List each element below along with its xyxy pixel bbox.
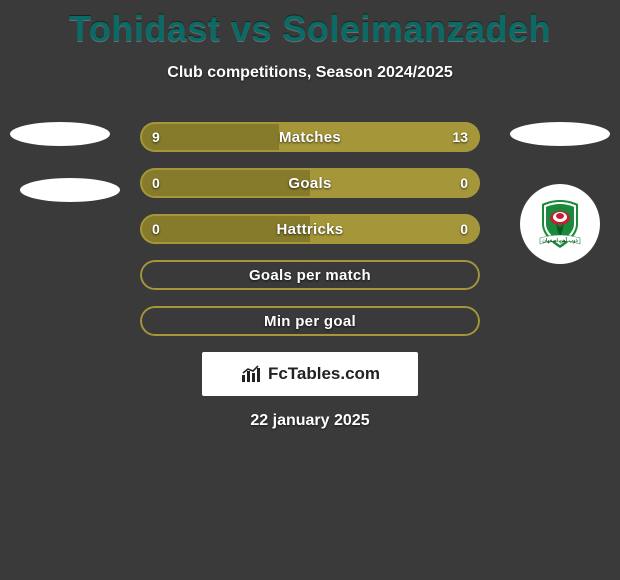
stat-label: Goals bbox=[140, 168, 480, 198]
player-left-badge-top bbox=[10, 122, 110, 146]
stat-val-right: 0 bbox=[460, 168, 468, 198]
brand-logo: FcTables.com bbox=[202, 352, 418, 396]
player-right-club-logo: ذوب آهن اصفهان bbox=[520, 184, 600, 264]
stat-val-left: 0 bbox=[152, 168, 160, 198]
stat-row: Matches9 13 bbox=[140, 122, 480, 152]
stat-val-left: 0 bbox=[152, 214, 160, 244]
stat-val-right: 13 bbox=[452, 122, 468, 152]
stat-row: Goals per match bbox=[140, 260, 480, 290]
stat-label: Matches bbox=[140, 122, 480, 152]
stat-label: Goals per match bbox=[140, 260, 480, 290]
stat-val-left: 9 bbox=[152, 122, 160, 152]
stat-label: Min per goal bbox=[140, 306, 480, 336]
comparison-chart: ذوب آهن اصفهان Matches913Goals00Hattrick… bbox=[0, 122, 620, 430]
brand-text: FcTables.com bbox=[268, 364, 380, 384]
brand-chart-icon bbox=[240, 363, 262, 385]
subtitle: Club competitions, Season 2024/2025 bbox=[0, 64, 620, 82]
date-label: 22 january 2025 bbox=[0, 412, 620, 430]
club-logo-icon: ذوب آهن اصفهان bbox=[530, 194, 590, 254]
stat-row: Min per goal bbox=[140, 306, 480, 336]
stat-label: Hattricks bbox=[140, 214, 480, 244]
player-left-badge-bottom bbox=[20, 178, 120, 202]
stat-row: Hattricks0 0 bbox=[140, 214, 480, 244]
stat-row: Goals0 0 bbox=[140, 168, 480, 198]
player-right-badge-top bbox=[510, 122, 610, 146]
svg-text:ذوب آهن اصفهان: ذوب آهن اصفهان bbox=[542, 237, 578, 244]
stat-val-right: 0 bbox=[460, 214, 468, 244]
page-title: Tohidast vs Soleimanzadeh bbox=[0, 0, 620, 50]
